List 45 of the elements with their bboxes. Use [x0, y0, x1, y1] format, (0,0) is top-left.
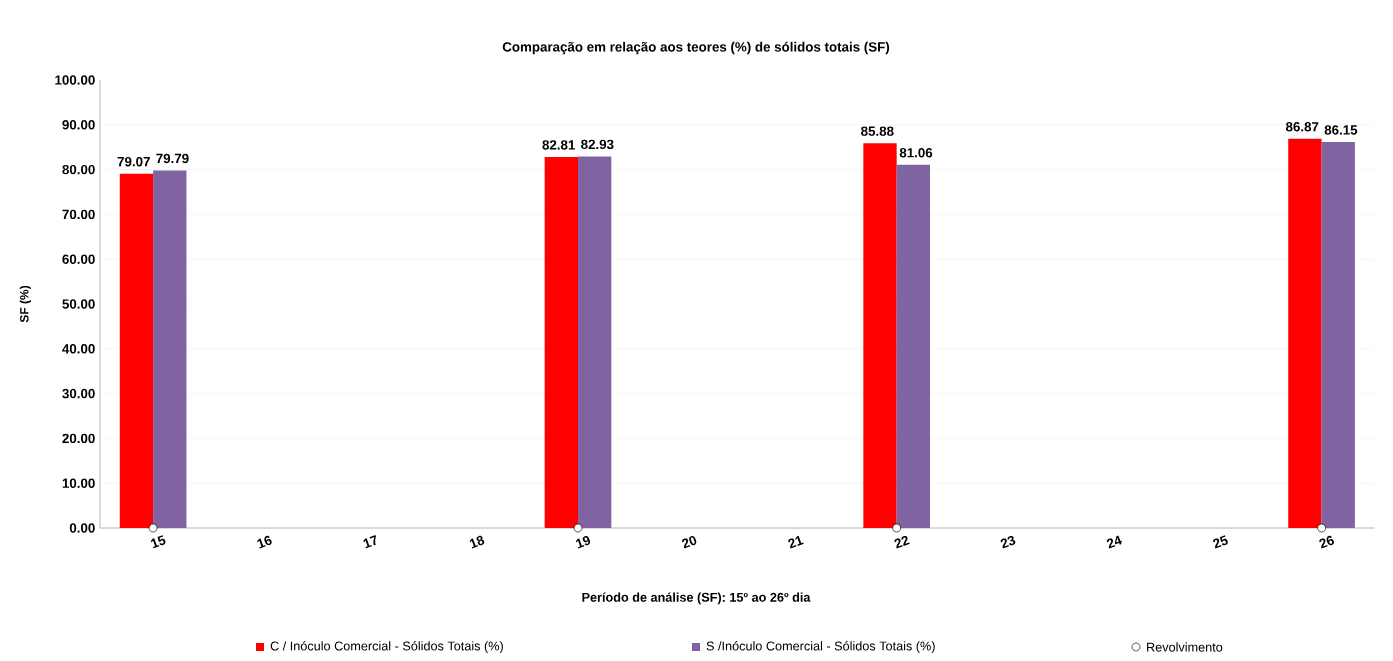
x-tick-label: 18 — [469, 535, 485, 549]
y-tick-label: 10.00 — [62, 478, 95, 488]
bar — [578, 156, 612, 528]
data-label: 85.88 — [861, 126, 894, 136]
bar — [544, 157, 579, 528]
data-label: 86.15 — [1324, 125, 1358, 135]
x-tick-label: 15 — [150, 535, 166, 549]
bar — [1288, 138, 1322, 528]
data-label: 86.87 — [1285, 122, 1319, 132]
x-tick-label: 21 — [788, 535, 804, 549]
data-label: 79.07 — [117, 156, 150, 167]
chart-title: Comparação em relação aos teores (%) de sólidos totais (SF) — [502, 41, 890, 55]
x-tick-label: 23 — [1000, 535, 1016, 549]
y-tick-label: 80.00 — [62, 164, 95, 175]
y-tick-label: 60.00 — [62, 254, 95, 264]
y-tick-label: 0.00 — [69, 523, 95, 533]
bar — [119, 173, 154, 528]
legend-label: Revolvimento — [1147, 642, 1223, 652]
data-label: 81.06 — [899, 148, 933, 158]
y-tick-label: 70.00 — [62, 209, 95, 220]
x-tick-label: 24 — [1106, 535, 1123, 549]
bar — [1321, 142, 1355, 528]
data-label: 79.79 — [156, 153, 189, 164]
y-tick-label: 40.00 — [62, 344, 95, 354]
x-tick-label: 26 — [1319, 535, 1334, 549]
y-tick-label: 90.00 — [62, 120, 95, 130]
y-axis-title: SF (%) — [19, 285, 31, 323]
y-tick-label: 50.00 — [62, 299, 95, 309]
legend-label: C / Inóculo Comercial - Sólidos Totais (%) — [270, 641, 503, 653]
x-tick-label: 22 — [894, 535, 910, 549]
bar — [896, 164, 931, 528]
y-tick-label: 100.00 — [55, 75, 95, 85]
bar — [153, 170, 187, 528]
y-tick-label: 30.00 — [62, 388, 95, 399]
x-tick-label: 25 — [1213, 535, 1228, 549]
x-tick-label: 20 — [682, 535, 697, 549]
x-tick-label: 16 — [257, 535, 272, 549]
legend-label: S /Inóculo Comercial - Sólidos Totais (%) — [706, 641, 935, 653]
bar — [863, 143, 897, 528]
x-tick-label: 17 — [363, 535, 376, 549]
data-label: 82.93 — [581, 139, 614, 150]
data-label: 82.81 — [542, 140, 575, 150]
x-tick-label: 19 — [575, 535, 591, 549]
x-axis-title: Período de análise (SF): 15º ao 26º dia — [582, 592, 811, 605]
y-tick-label: 20.00 — [62, 433, 95, 444]
